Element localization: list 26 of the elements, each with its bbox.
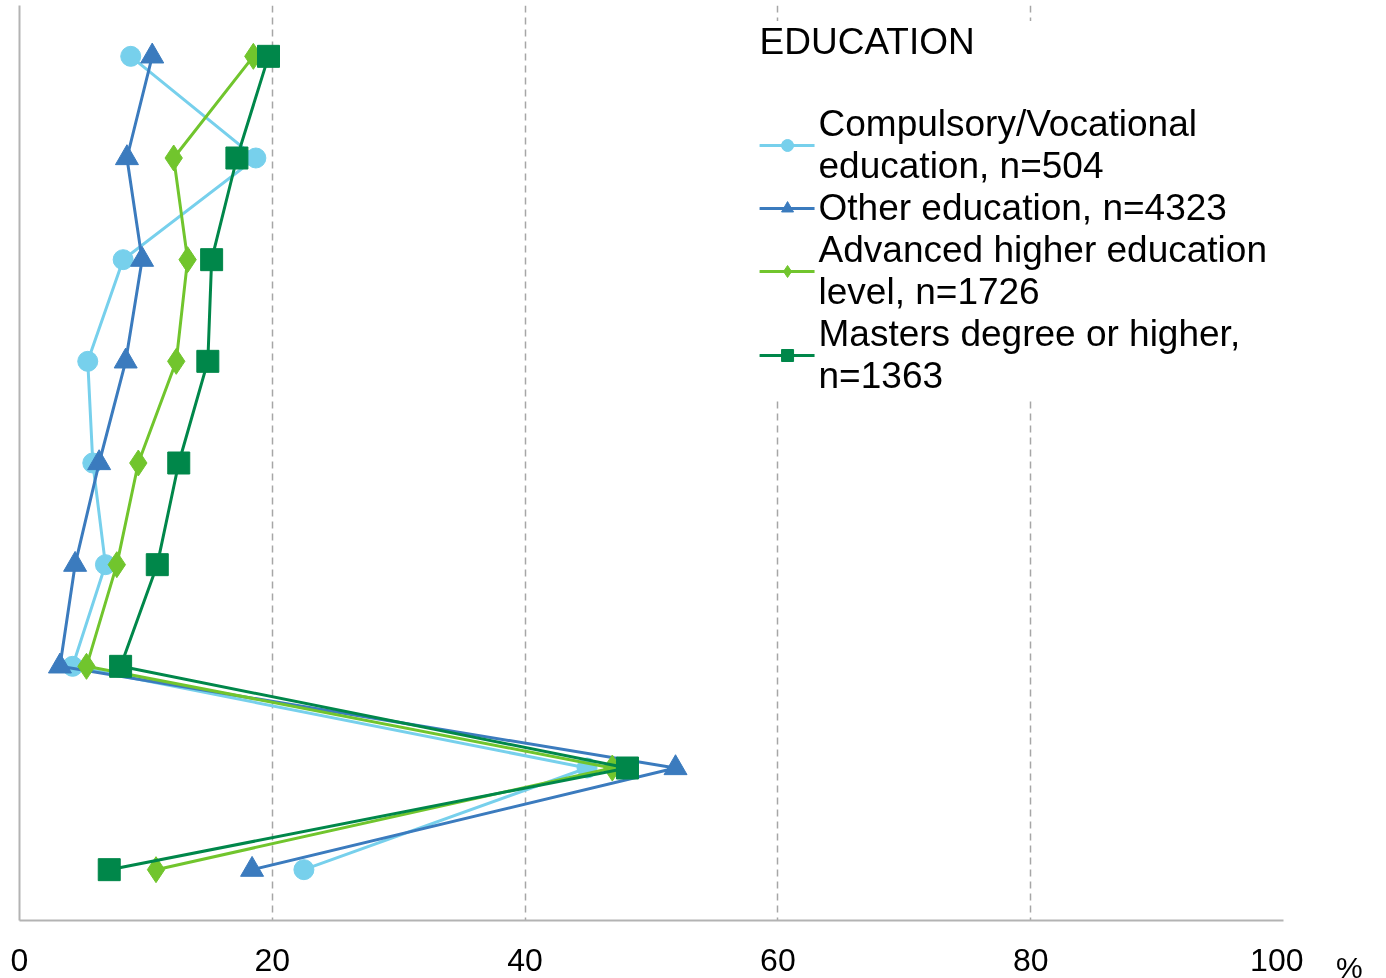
point [293,859,315,881]
point [196,349,220,373]
point [257,44,281,68]
point [77,350,99,372]
legend-title: EDUCATION [759,21,976,63]
point [200,248,224,272]
point [97,858,121,882]
point [146,856,166,884]
x-axis-title: % [1336,951,1363,978]
point [120,45,142,67]
point [109,654,133,678]
x-tick-label: 40 [507,941,543,978]
x-tick-label: 0 [10,941,29,978]
x-tick-label: 80 [1012,941,1049,978]
legend-label: Compulsory/Vocational education, n=504 [818,103,1197,187]
point [225,146,249,170]
legend-label: Advanced higher education level, n=1726 [818,229,1267,313]
x-tick-label: 20 [254,941,291,978]
x-tick-label: 60 [760,941,796,978]
x-tick-label: 100 [1250,941,1304,978]
point [112,249,134,271]
point [167,451,191,475]
point [615,756,639,780]
legend-label: Other education, n=4323 [818,187,1227,229]
point [145,553,169,577]
legend-label: Masters degree or higher, n=1363 [818,313,1241,397]
